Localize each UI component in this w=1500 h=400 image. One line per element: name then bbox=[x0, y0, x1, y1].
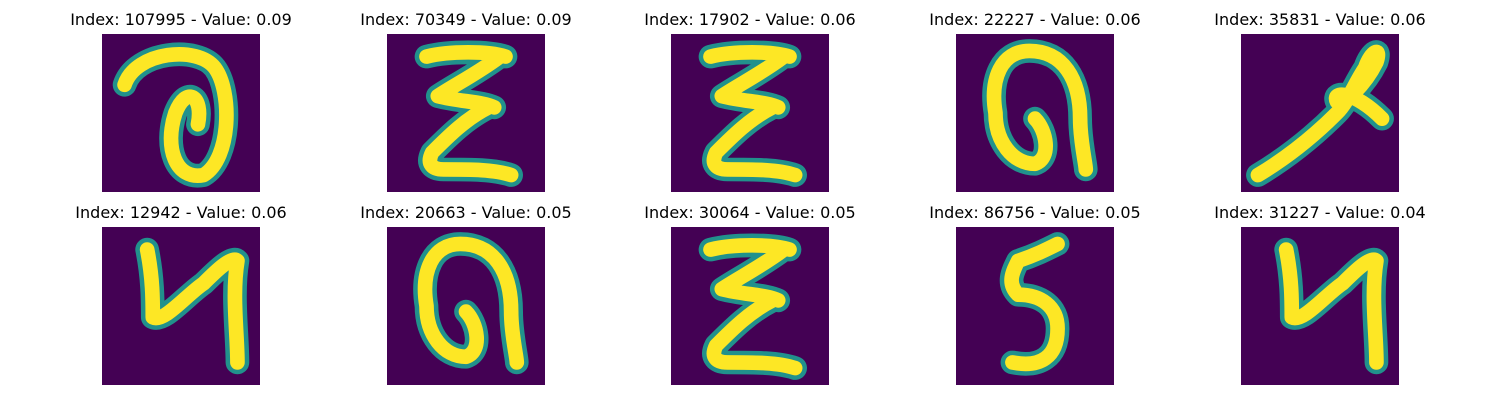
panel-title: Index: 30064 - Value: 0.05 bbox=[644, 203, 856, 222]
glyph-stroke-core bbox=[417, 236, 525, 370]
glyph-stroke-core bbox=[1250, 44, 1390, 183]
sample-panel: Index: 35831 - Value: 0.06 bbox=[1214, 10, 1426, 192]
glyph-stroke-core bbox=[986, 43, 1094, 177]
sample-panel: Index: 12942 - Value: 0.06 bbox=[75, 203, 287, 385]
digit-image bbox=[956, 227, 1114, 385]
digit-image bbox=[387, 227, 545, 385]
panel-title: Index: 86756 - Value: 0.05 bbox=[929, 203, 1141, 222]
panel-title: Index: 107995 - Value: 0.09 bbox=[70, 10, 292, 29]
sample-panel: Index: 107995 - Value: 0.09 bbox=[70, 10, 292, 192]
glyph-stroke-core bbox=[703, 45, 803, 183]
digit-image bbox=[387, 34, 545, 192]
glyph-stroke-core bbox=[703, 238, 803, 376]
sample-panel: Index: 31227 - Value: 0.04 bbox=[1214, 203, 1426, 385]
sample-panel: Index: 86756 - Value: 0.05 bbox=[929, 203, 1141, 385]
sample-panel: Index: 22227 - Value: 0.06 bbox=[929, 10, 1141, 192]
digit-image bbox=[102, 227, 260, 385]
panel-title: Index: 70349 - Value: 0.09 bbox=[360, 10, 572, 29]
glyph-stroke-core bbox=[117, 47, 234, 183]
glyph-stroke-core bbox=[1004, 236, 1065, 372]
digit-image bbox=[956, 34, 1114, 192]
digit-image bbox=[1241, 227, 1399, 385]
panel-title: Index: 17902 - Value: 0.06 bbox=[644, 10, 856, 29]
glyph-stroke-core bbox=[419, 45, 519, 183]
sample-panel: Index: 70349 - Value: 0.09 bbox=[360, 10, 572, 192]
glyph-stroke-core bbox=[1278, 242, 1384, 370]
panel-title: Index: 20663 - Value: 0.05 bbox=[360, 203, 572, 222]
digit-image bbox=[1241, 34, 1399, 192]
sample-panel: Index: 30064 - Value: 0.05 bbox=[644, 203, 856, 385]
panel-title: Index: 22227 - Value: 0.06 bbox=[929, 10, 1141, 29]
sample-panel: Index: 17902 - Value: 0.06 bbox=[644, 10, 856, 192]
digit-image bbox=[671, 34, 829, 192]
digit-image bbox=[671, 227, 829, 385]
glyph-stroke-core bbox=[139, 242, 245, 370]
panel-title: Index: 35831 - Value: 0.06 bbox=[1214, 10, 1426, 29]
sample-panel: Index: 20663 - Value: 0.05 bbox=[360, 203, 572, 385]
digit-image bbox=[102, 34, 260, 192]
panel-title: Index: 31227 - Value: 0.04 bbox=[1214, 203, 1426, 222]
panel-title: Index: 12942 - Value: 0.06 bbox=[75, 203, 287, 222]
